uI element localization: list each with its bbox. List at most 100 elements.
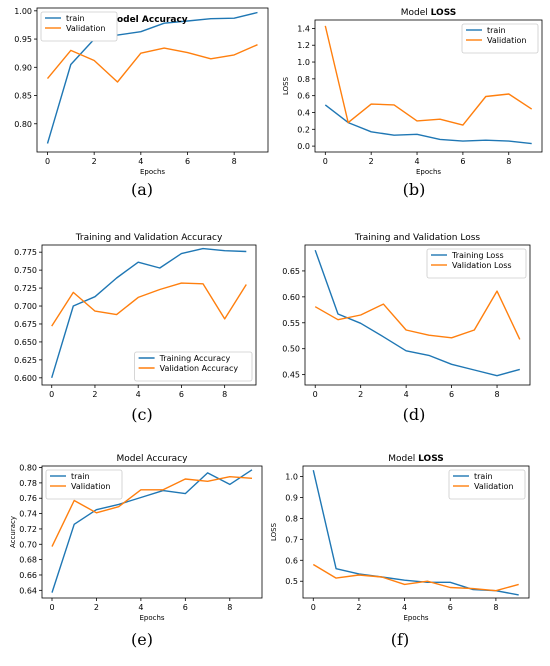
legend-label: Validation <box>66 24 106 33</box>
panel-a: 0 2 4 6 8 0.80 0.85 0.90 0.95 1.00 Model Accuracy E… <box>14 7 269 199</box>
chart-title: Model LOSS <box>401 8 457 18</box>
y-tick-label: 1.00 <box>14 7 32 16</box>
y-tick-label: 0.675 <box>14 320 37 329</box>
panel-caption: (f) <box>391 630 409 649</box>
y-tick-label: 0.775 <box>14 248 37 257</box>
legend-label: Validation Accuracy <box>160 364 239 373</box>
legend-label: Training Loss <box>451 251 504 260</box>
y-tick-label: 0.8 <box>297 75 310 84</box>
y-tick-label: 0.8 <box>285 514 298 523</box>
y-tick-label: 0.625 <box>14 356 37 365</box>
y-tick-label: 1.0 <box>285 472 298 481</box>
y-axis-label: Accuracy <box>9 516 17 548</box>
x-tick-label: 4 <box>138 157 143 166</box>
x-tick-label: 6 <box>449 390 454 399</box>
y-tick-label: 0.80 <box>19 464 37 473</box>
y-tick-label: 0.6 <box>285 556 298 565</box>
panel-caption: (b) <box>403 180 426 199</box>
y-tick-label: 0.750 <box>14 266 37 275</box>
plot-frame <box>41 465 263 599</box>
y-tick-label: 0.74 <box>19 510 37 519</box>
legend-label: train <box>66 14 85 23</box>
x-tick-label: 8 <box>227 603 232 612</box>
x-tick-label: 6 <box>179 390 184 399</box>
y-tick-label: 0.0 <box>297 142 310 151</box>
y-axis-label: LOSS <box>270 522 278 541</box>
x-tick-label: 2 <box>92 390 97 399</box>
legend-label: Validation <box>71 482 111 491</box>
legend-box <box>134 351 253 382</box>
panel-caption: (e) <box>131 630 153 649</box>
x-tick-label: 2 <box>369 157 374 166</box>
y-tick-label: 0.70 <box>19 540 37 549</box>
legend-label: train <box>71 472 90 481</box>
plot-frame <box>304 244 531 386</box>
y-tick-label: 1.2 <box>297 41 310 50</box>
panel-caption: (d) <box>403 405 426 424</box>
y-tick-label: 0.700 <box>14 302 37 311</box>
legend-label: Validation <box>487 36 527 45</box>
panel-caption: (a) <box>131 180 153 199</box>
legend-box <box>40 11 118 42</box>
legend-label: Training Accuracy <box>159 354 231 363</box>
legend-label: train <box>474 472 493 481</box>
y-tick-label: 0.95 <box>14 35 32 44</box>
chart-title-part: Model <box>401 8 431 18</box>
y-tick-label: 0.66 <box>19 571 37 580</box>
x-tick-label: 0 <box>45 157 50 166</box>
x-tick-label: 0 <box>49 390 54 399</box>
chart-title: Model Accuracy <box>117 454 189 464</box>
x-axis-label: Epochs <box>139 614 164 622</box>
legend-box <box>45 469 123 500</box>
legend-box <box>426 248 527 279</box>
y-tick-label: 0.7 <box>285 535 298 544</box>
x-tick-label: 8 <box>222 390 227 399</box>
chart-title-part: LOSS <box>418 454 444 464</box>
y-tick-label: 0.90 <box>14 63 32 72</box>
x-tick-label: 2 <box>356 603 361 612</box>
x-axis-label: Epochs <box>140 168 165 176</box>
panel-f: 0 2 4 6 8 0.5 0.6 0.7 0.8 0.9 1.0 Model LOSS Epochs L… <box>270 454 530 649</box>
chart-title: Training and Validation Loss <box>354 233 481 243</box>
legend-box <box>448 469 526 500</box>
legend-label: train <box>487 26 506 35</box>
y-tick-label: 0.68 <box>19 556 37 565</box>
series-line-train <box>46 11 258 144</box>
x-tick-label: 6 <box>460 157 465 166</box>
y-tick-label: 0.600 <box>14 374 37 383</box>
series-line-validation <box>51 476 253 547</box>
y-tick-label: 1.4 <box>297 24 310 33</box>
x-tick-label: 6 <box>185 157 190 166</box>
panel-caption: (c) <box>131 405 152 424</box>
y-tick-label: 0.9 <box>285 493 298 502</box>
y-tick-label: 0.76 <box>19 494 37 503</box>
x-tick-label: 2 <box>358 390 363 399</box>
x-tick-label: 4 <box>404 390 409 399</box>
x-tick-label: 4 <box>402 603 407 612</box>
plot-frame <box>314 19 543 153</box>
plot-frame <box>302 465 530 599</box>
x-axis-label: Epochs <box>403 614 428 622</box>
x-tick-label: 4 <box>136 390 141 399</box>
y-tick-label: 0.85 <box>14 92 32 101</box>
y-tick-label: 0.650 <box>14 338 37 347</box>
y-axis-label: LOSS <box>282 76 290 95</box>
x-tick-label: 8 <box>494 390 499 399</box>
series-line-train <box>324 104 532 145</box>
chart-title-part: LOSS <box>431 8 457 18</box>
chart-title: Model LOSS <box>388 454 444 464</box>
series-line-validation-accuracy <box>51 282 247 327</box>
plot-frame <box>41 244 257 386</box>
y-tick-label: 0.50 <box>282 345 300 354</box>
series-line-validation-loss <box>314 290 521 340</box>
y-tick-label: 0.45 <box>282 371 300 380</box>
chart-title-part: Model <box>388 454 418 464</box>
y-tick-label: 0.4 <box>297 108 310 117</box>
